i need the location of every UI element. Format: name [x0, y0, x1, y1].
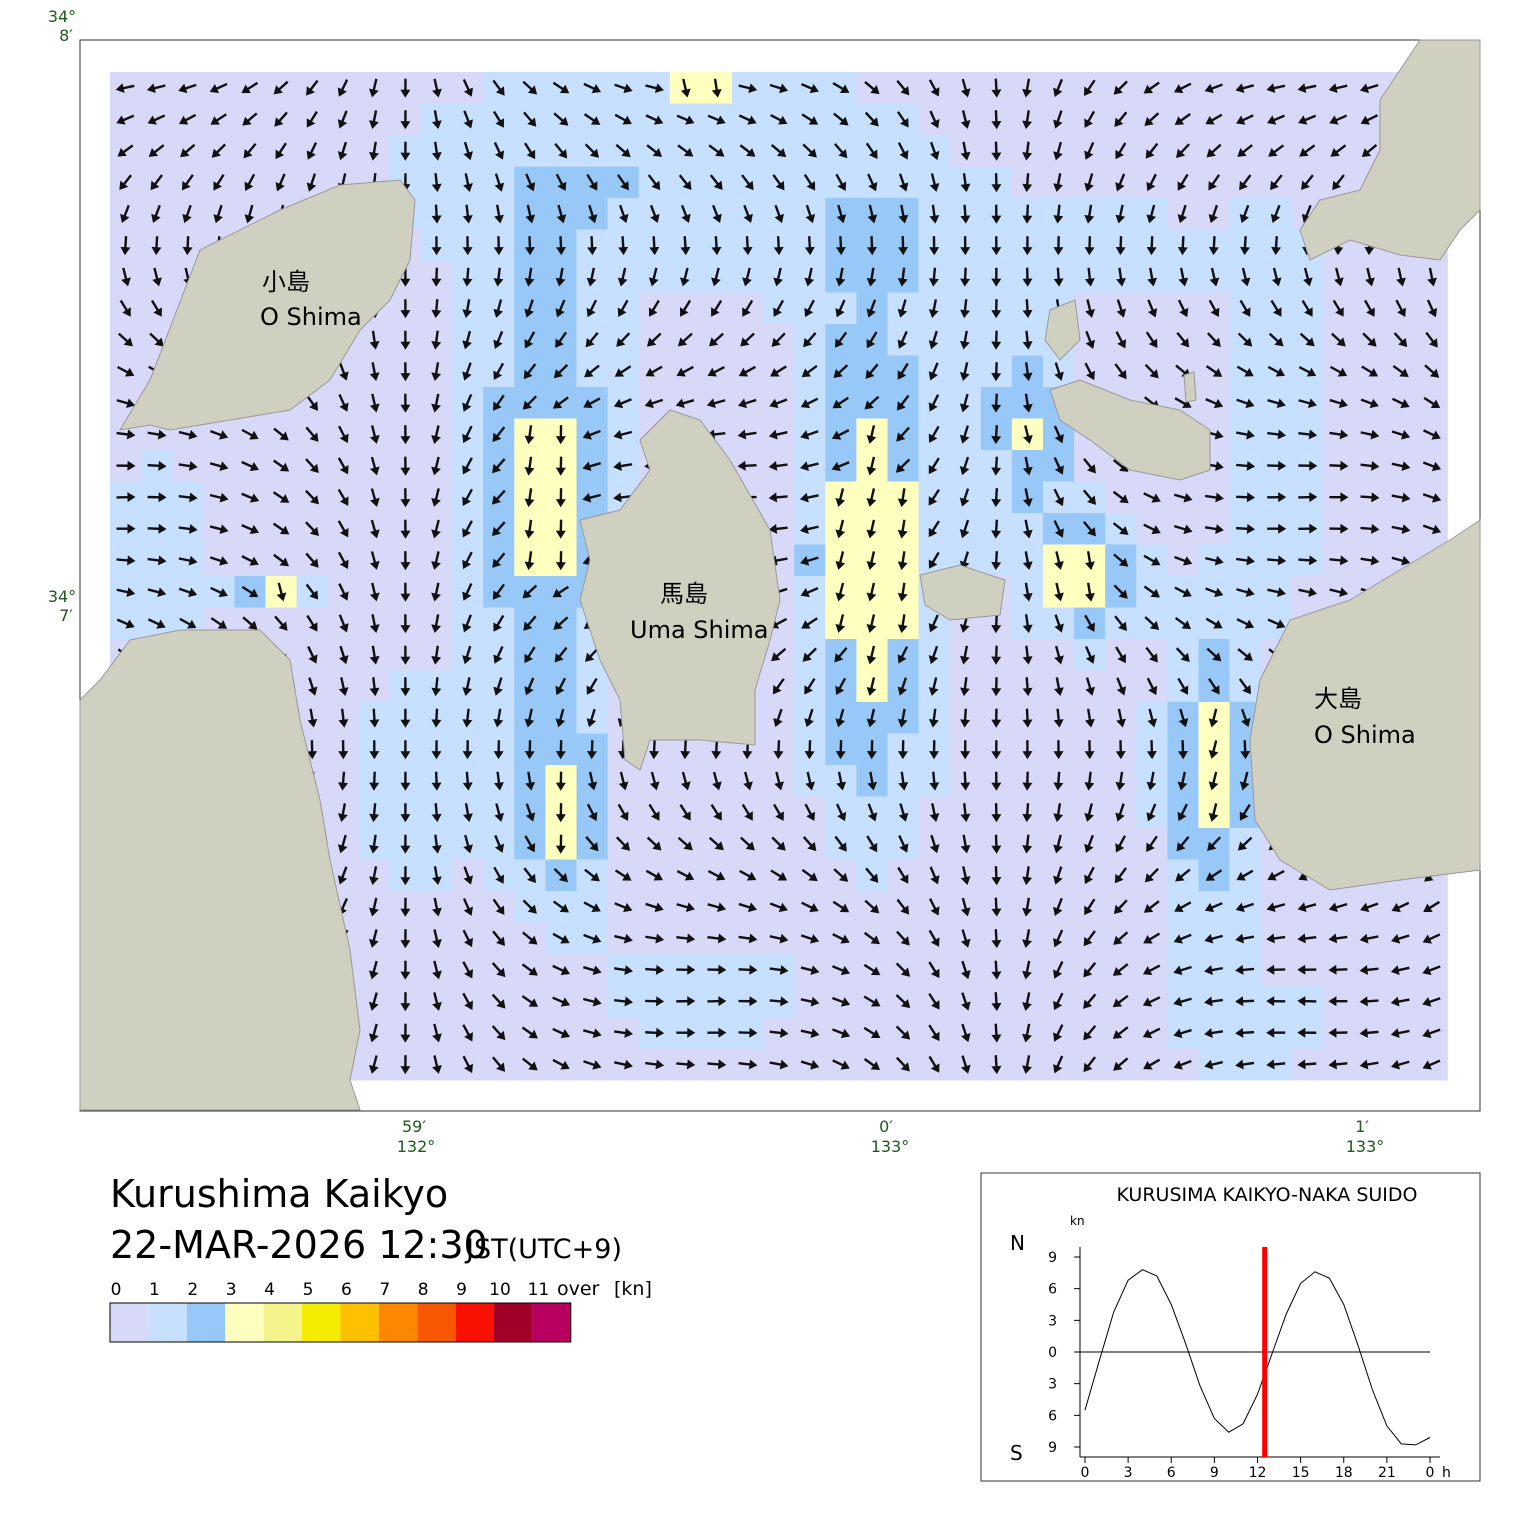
page: 小島 O Shima 馬島 Uma Shima 大島 O Shima 34° 8… — [48, 7, 1481, 1482]
